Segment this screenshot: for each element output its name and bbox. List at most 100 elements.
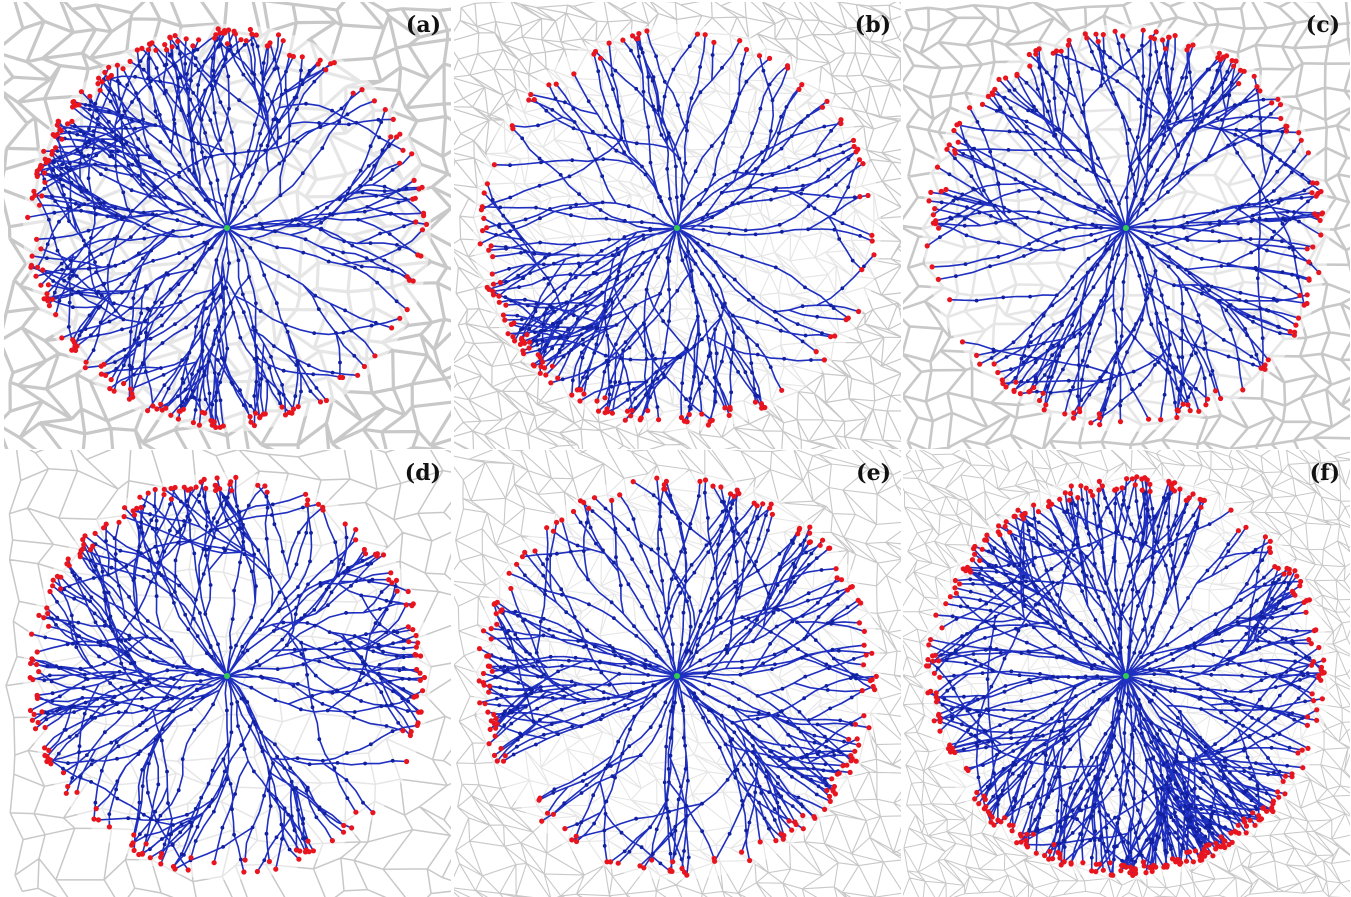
tree-node: [792, 580, 797, 584]
tree-node: [599, 670, 604, 675]
leaf-node: [629, 407, 635, 413]
tree-node: [114, 213, 118, 218]
tree-node: [599, 249, 604, 253]
tree-node: [639, 845, 644, 850]
tree-node: [528, 271, 532, 275]
leaf-node: [1050, 50, 1056, 56]
tree-node: [185, 812, 189, 817]
tree-node: [270, 502, 275, 507]
tree-node: [744, 79, 749, 84]
tree-node: [770, 98, 775, 103]
tree-node: [1078, 647, 1083, 652]
tree-node: [1100, 550, 1105, 555]
tree-node: [81, 238, 86, 243]
tree-node: [83, 327, 88, 331]
tree-node: [537, 183, 542, 188]
leaf-node: [420, 210, 427, 216]
tree-node: [271, 117, 276, 122]
tree-node: [240, 644, 245, 649]
leaf-node: [282, 412, 289, 418]
tree-node: [292, 828, 297, 833]
tree-node: [300, 82, 305, 87]
tree-node: [1065, 565, 1070, 570]
tree-node: [326, 655, 330, 659]
tree-node: [1164, 317, 1169, 322]
tree-node: [1155, 168, 1160, 173]
tree-node: [238, 560, 242, 565]
leaf-node: [935, 276, 941, 282]
leaf-node: [959, 339, 966, 345]
tree-node: [182, 523, 187, 527]
tree-node: [368, 742, 373, 747]
tree-node: [229, 380, 234, 385]
tree-node: [231, 310, 236, 315]
tree-node: [994, 569, 999, 574]
leaf-node: [493, 725, 499, 731]
tree-node: [1266, 756, 1270, 760]
tree-node: [1148, 53, 1153, 57]
tree-node: [136, 816, 141, 821]
tree-node: [124, 651, 128, 655]
tree-node: [137, 251, 141, 256]
leaf-node: [930, 212, 936, 218]
tree-node: [601, 548, 605, 553]
tree-node: [172, 64, 177, 68]
tree-node: [1260, 336, 1265, 340]
tree-node: [364, 256, 369, 260]
tree-node: [777, 131, 781, 136]
leaf-node: [800, 812, 806, 819]
tree-node: [1303, 699, 1307, 704]
tree-node: [1035, 238, 1040, 243]
tree-node: [648, 663, 652, 667]
leaf-node: [414, 666, 420, 673]
tree-node: [358, 168, 363, 173]
tree-node: [700, 248, 705, 253]
tree-node: [497, 703, 502, 708]
tree-node: [1059, 825, 1063, 829]
leaf-node: [131, 832, 137, 838]
tree-node: [610, 253, 615, 258]
leaf-node: [101, 525, 107, 531]
tree-node: [78, 666, 83, 671]
tree-node: [211, 297, 216, 301]
leaf-node: [349, 825, 355, 831]
tree-node: [1031, 322, 1035, 326]
leaf-node: [1017, 391, 1023, 397]
tree-node: [194, 597, 198, 602]
leaf-node: [487, 663, 493, 669]
leaf-node: [1180, 401, 1186, 407]
tree-node: [615, 246, 620, 251]
tree-node: [176, 540, 181, 545]
tree-node: [1160, 125, 1165, 129]
leaf-node: [832, 333, 838, 339]
tree-node: [1210, 86, 1215, 90]
tree-node: [221, 546, 226, 551]
leaf-node: [1310, 180, 1316, 186]
tree-node: [824, 739, 829, 743]
tree-node: [323, 216, 328, 220]
tree-node: [1090, 666, 1094, 671]
tree-node: [694, 364, 699, 369]
tree-node: [640, 164, 644, 169]
tree-node: [736, 201, 741, 206]
leaf-node: [1033, 48, 1039, 54]
tree-node: [989, 588, 994, 593]
tree-node: [140, 704, 145, 709]
tree-node: [301, 821, 305, 826]
tree-node: [361, 660, 365, 665]
tree-node: [1106, 179, 1111, 183]
leaf-node: [490, 254, 496, 260]
tree-node: [108, 99, 113, 104]
tree-node: [709, 224, 714, 229]
tree-node: [729, 620, 734, 625]
leaf-node: [480, 670, 487, 677]
tree-node: [703, 319, 708, 323]
tree-node: [144, 330, 148, 335]
leaf-node: [1317, 217, 1323, 223]
tree-node: [1091, 168, 1096, 173]
tree-node: [263, 148, 267, 153]
tree-node: [826, 174, 830, 179]
tree-node: [665, 798, 669, 802]
leaf-node: [101, 361, 107, 367]
tree-node: [815, 722, 820, 727]
